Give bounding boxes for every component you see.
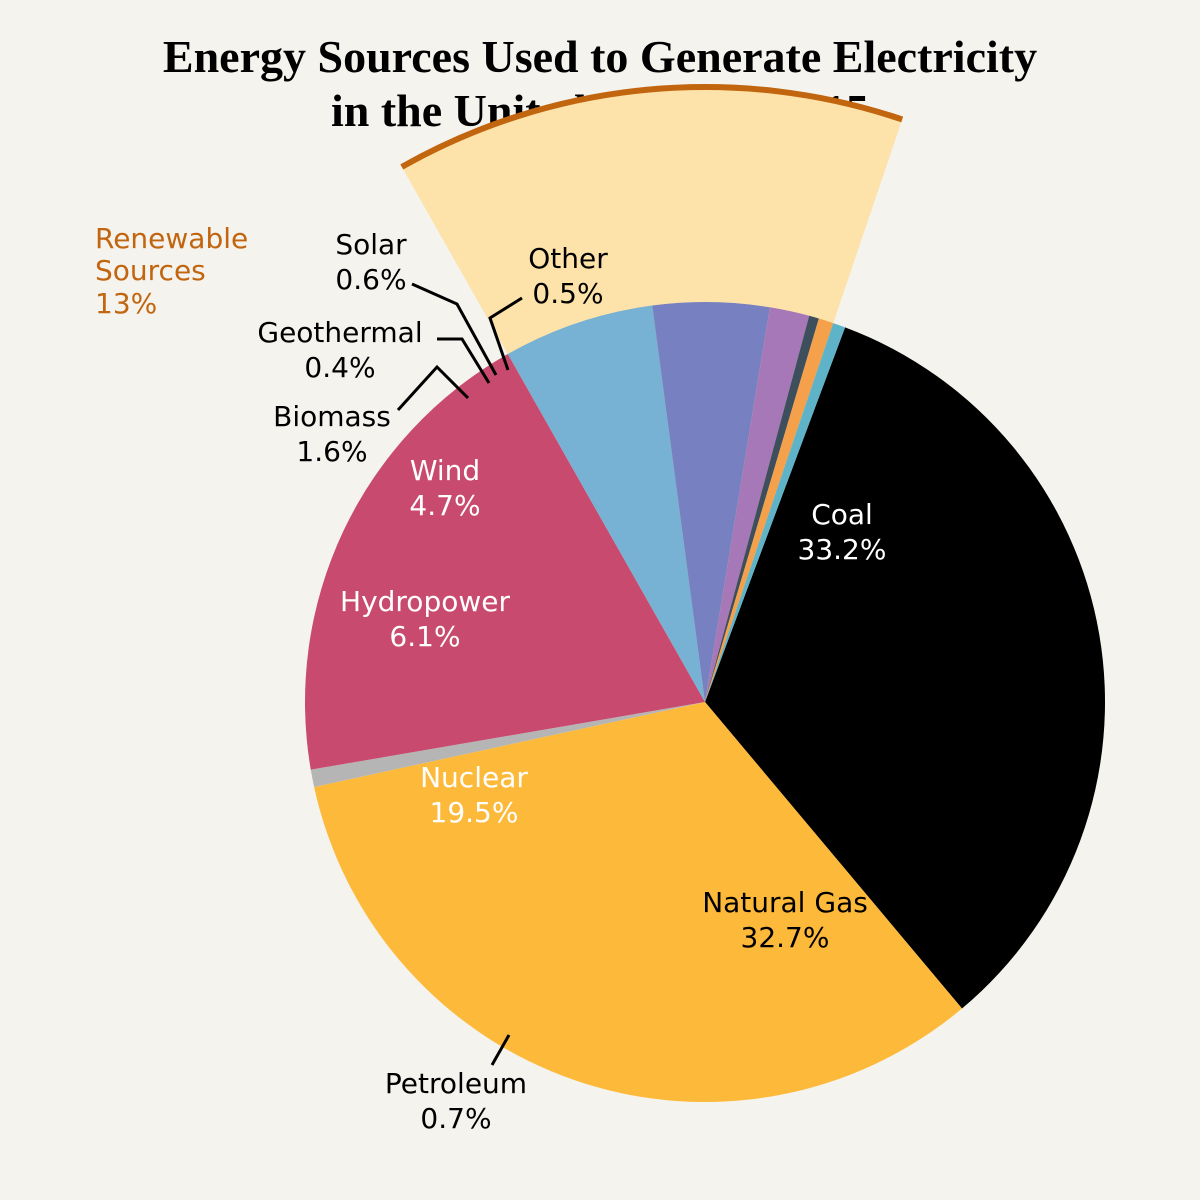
coal-label: Coal bbox=[811, 498, 873, 531]
nuclear-value-label: 19.5% bbox=[430, 796, 519, 829]
renewable-sources-label-line-2: Sources bbox=[95, 254, 206, 287]
natural-gas-value-label: 32.7% bbox=[741, 921, 830, 954]
biomass-value-label: 1.6% bbox=[296, 435, 367, 468]
natural-gas-label: Natural Gas bbox=[702, 886, 868, 919]
petroleum-value-label: 0.7% bbox=[420, 1102, 491, 1135]
biomass-label: Biomass bbox=[273, 400, 391, 433]
geothermal-value-label: 0.4% bbox=[304, 351, 375, 384]
wind-value-label: 4.7% bbox=[409, 489, 480, 522]
pie-slice-coal bbox=[705, 327, 1106, 1009]
nuclear-label: Nuclear bbox=[420, 761, 528, 794]
pie-slice-biomass bbox=[705, 307, 810, 702]
wind-label: Wind bbox=[410, 454, 480, 487]
pie-slice-natural-gas bbox=[314, 702, 963, 1103]
pie-slice-wind bbox=[652, 302, 770, 702]
pie-slice-other bbox=[705, 323, 846, 702]
petroleum-label: Petroleum bbox=[385, 1067, 527, 1100]
hydropower-value-label: 6.1% bbox=[389, 620, 460, 653]
pie-slice-hydropower bbox=[507, 305, 705, 702]
renewable-sources-value-label: 13% bbox=[95, 287, 157, 320]
renewable-sources-edge bbox=[400, 84, 904, 170]
chart-title-line-1: Energy Sources Used to Generate Electric… bbox=[162, 31, 1038, 82]
other-label: Other bbox=[528, 242, 608, 275]
pie-slice-nuclear bbox=[305, 354, 705, 770]
hydropower-label: Hydropower bbox=[340, 585, 510, 618]
other-value-label: 0.5% bbox=[532, 277, 603, 310]
geothermal-label: Geothermal bbox=[257, 316, 422, 349]
pie-slice-solar bbox=[705, 318, 834, 702]
pie-slice-petroleum bbox=[310, 702, 705, 787]
coal-value-label: 33.2% bbox=[798, 533, 887, 566]
solar-label: Solar bbox=[335, 228, 407, 261]
petroleum-leader-line bbox=[490, 1034, 511, 1066]
renewable-sources-label-line-1: Renewable bbox=[95, 222, 248, 255]
biomass-leader-line bbox=[396, 364, 470, 412]
other-leader-line bbox=[488, 296, 523, 371]
solar-value-label: 0.6% bbox=[335, 263, 406, 296]
pie-slice-geothermal bbox=[705, 315, 819, 702]
solar-leader-line bbox=[411, 282, 498, 376]
geothermal-leader-line bbox=[437, 337, 491, 384]
